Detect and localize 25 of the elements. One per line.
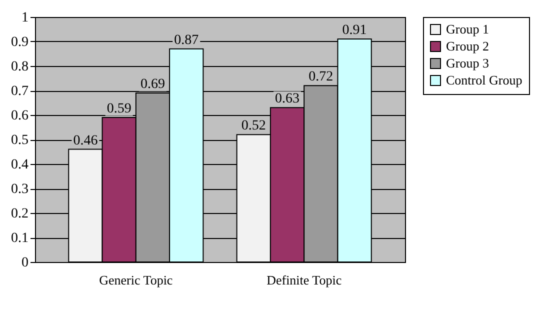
data-label: 0.69 (140, 76, 165, 92)
data-label: 0.46 (73, 133, 98, 148)
data-label: 0.72 (308, 70, 334, 85)
data-label: 0.91 (342, 23, 367, 38)
x-tick-label: Generic Topic (99, 272, 173, 288)
y-tick-label: 0.9 (11, 35, 28, 50)
data-label: 0.59 (106, 101, 132, 116)
legend-label: Group 1 (446, 22, 489, 36)
x-tick-label: Definite Topic (266, 272, 342, 288)
y-tick-label: 0.8 (11, 60, 28, 74)
data-label: 0.52 (241, 118, 266, 134)
y-tick-label: 0.2 (11, 206, 28, 222)
legend-label: Group 2 (446, 38, 489, 54)
y-tick-label: 0.4 (11, 158, 28, 172)
legend-label: Group 3 (446, 56, 489, 70)
y-tick-label: 0 (22, 256, 28, 270)
data-label: 0.63 (275, 92, 300, 107)
y-tick-label: 0.6 (11, 108, 28, 124)
y-tick-label: 0.5 (11, 133, 28, 148)
y-tick-label: 0.3 (11, 182, 28, 197)
y-tick-label: 0.7 (11, 84, 28, 99)
y-tick-label: 0.1 (11, 231, 28, 246)
data-label: 0.87 (174, 32, 199, 48)
legend-label: Control Group (446, 72, 522, 88)
y-tick-label: 1 (22, 10, 28, 26)
